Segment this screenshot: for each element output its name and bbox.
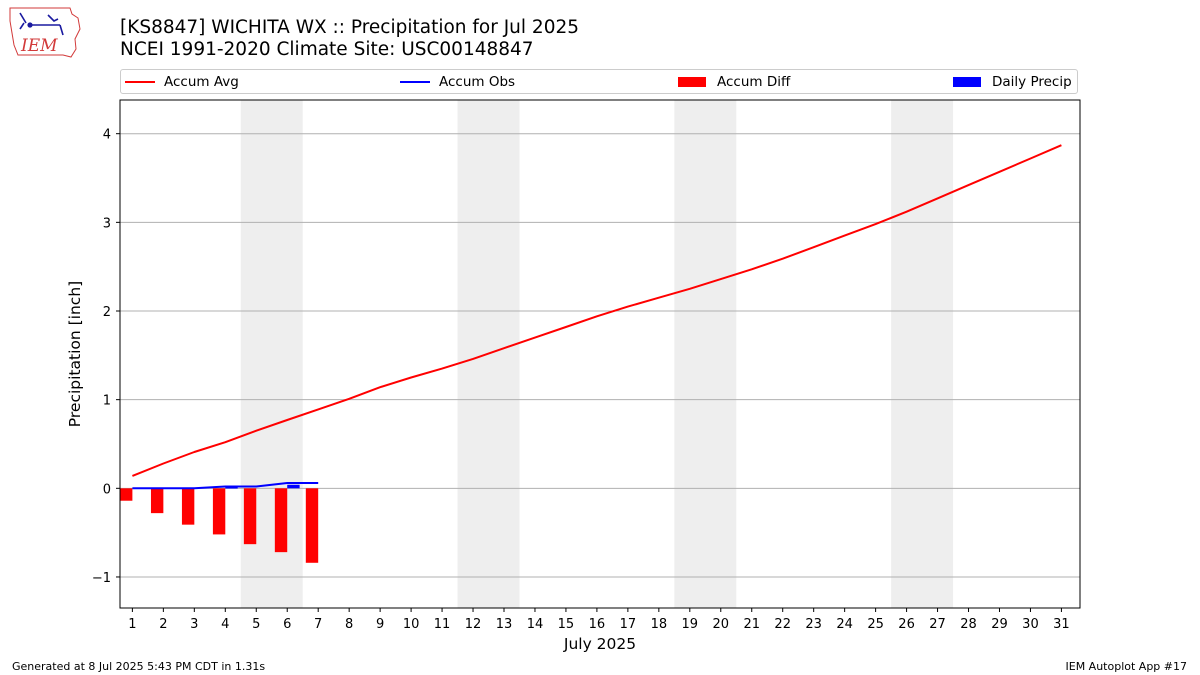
title-line-2: NCEI 1991-2020 Climate Site: USC00148847 [120, 39, 534, 60]
chart-title: [KS8847] WICHITA WX :: Precipitation for… [120, 17, 579, 61]
y-tick-label: −1 [92, 571, 111, 586]
accum-diff-bar [274, 488, 288, 553]
x-tick-label: 25 [867, 617, 884, 632]
x-tick-label: 30 [1022, 617, 1039, 632]
legend-label-accum-avg: Accum Avg [164, 74, 239, 90]
legend-item-accum-avg: Accum Avg [125, 73, 239, 91]
iem-logo: IEM [9, 7, 81, 58]
accum-diff-bar [181, 488, 195, 525]
x-tick-label: 6 [283, 617, 291, 632]
x-tick-label: 9 [376, 617, 384, 632]
weekend-shade [674, 100, 737, 608]
x-tick-label: 18 [651, 617, 668, 632]
x-tick-label: 27 [929, 617, 946, 632]
legend-label-daily-precip: Daily Precip [992, 74, 1072, 90]
x-tick-label: 24 [836, 617, 853, 632]
x-tick-label: 23 [805, 617, 822, 632]
legend-item-accum-diff: Accum Diff [678, 73, 790, 91]
accum-obs-line [132, 482, 319, 490]
x-tick-label: 4 [221, 617, 229, 632]
accum-avg-line [132, 144, 1062, 477]
weather-station-icon [19, 12, 64, 36]
plot-frame [119, 99, 1081, 609]
accum-diff-bar [305, 488, 319, 563]
y-tick-label: 1 [103, 394, 111, 409]
x-tick-label: 19 [682, 617, 699, 632]
x-tick-label: 11 [434, 617, 451, 632]
y-tick-label: 4 [103, 128, 111, 143]
footer-generated: Generated at 8 Jul 2025 5:43 PM CDT in 1… [12, 660, 266, 673]
x-tick-label: 7 [314, 617, 322, 632]
x-tick-label: 1 [128, 617, 136, 632]
y-tick-label: 0 [103, 482, 111, 497]
x-axis-label: July 2025 [563, 635, 636, 653]
x-tick-label: 10 [403, 617, 420, 632]
x-tick-label: 21 [743, 617, 760, 632]
x-tick-label: 20 [713, 617, 730, 632]
y-tick-label: 2 [103, 305, 111, 320]
state-outline [9, 7, 81, 58]
x-tick-label: 15 [558, 617, 575, 632]
x-tick-label: 12 [465, 617, 482, 632]
x-tick-label: 31 [1053, 617, 1070, 632]
x-tick-label: 26 [898, 617, 915, 632]
legend: Accum Avg Accum Obs Accum Diff Daily Pre… [120, 69, 1078, 94]
legend-swatch-accum-obs [400, 81, 430, 83]
x-tick-label: 22 [774, 617, 791, 632]
x-tick-label: 2 [159, 617, 167, 632]
legend-swatch-accum-avg [125, 81, 155, 83]
daily-precip-bar [287, 484, 300, 489]
legend-swatch-accum-diff [678, 77, 706, 87]
y-tick-label: 3 [103, 216, 111, 231]
accum-diff-bar [120, 488, 133, 501]
y-axis-label: Precipitation [inch] [66, 281, 84, 427]
daily-precip-bar [225, 486, 238, 489]
x-tick-label: 16 [589, 617, 606, 632]
x-tick-label: 13 [496, 617, 513, 632]
legend-label-accum-diff: Accum Diff [717, 74, 791, 90]
x-tick-label: 17 [620, 617, 637, 632]
footer-app: IEM Autoplot App #17 [1065, 660, 1188, 673]
accum-diff-bar [212, 488, 226, 535]
accum-diff-bar [243, 488, 257, 545]
legend-item-daily-precip: Daily Precip [953, 73, 1072, 91]
legend-swatch-daily-precip [953, 77, 981, 87]
x-tick-label: 5 [252, 617, 260, 632]
x-tick-label: 29 [991, 617, 1008, 632]
x-tick-label: 28 [960, 617, 977, 632]
x-tick-label: 14 [527, 617, 544, 632]
weekend-shade [891, 100, 954, 608]
logo-text: IEM [20, 36, 58, 56]
legend-label-accum-obs: Accum Obs [439, 74, 516, 90]
legend-item-accum-obs: Accum Obs [400, 73, 515, 91]
x-tick-label: 3 [190, 617, 198, 632]
title-line-1: [KS8847] WICHITA WX :: Precipitation for… [120, 17, 580, 38]
accum-diff-bar [150, 488, 164, 514]
x-tick-label: 8 [345, 617, 353, 632]
